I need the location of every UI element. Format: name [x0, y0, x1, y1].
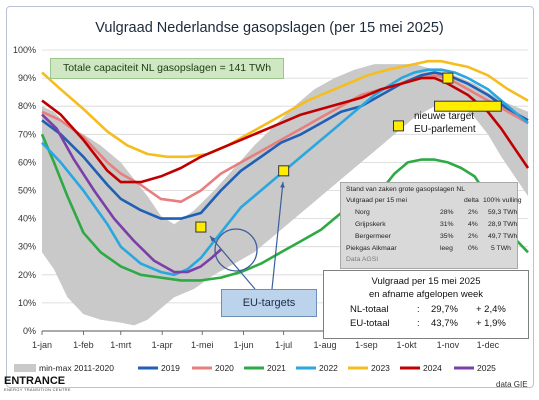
- arrow-to-july-target: [271, 181, 284, 290]
- target-marker: [442, 72, 454, 84]
- new-target-label-line2: EU-parlement: [414, 124, 476, 135]
- table-cell-full: 59,3 TWh: [488, 209, 518, 216]
- y-tick-label: 90%: [18, 73, 36, 83]
- table-cell-delta: 0%: [468, 245, 478, 252]
- summary-line1: Vulgraad per 15 mei 2025: [371, 276, 481, 287]
- arrow-to-may-target: [209, 235, 256, 290]
- target-marker: [195, 221, 207, 233]
- legend-swatch: [14, 364, 36, 372]
- logo-subtext: ENERGY TRANSITION CENTRE: [4, 387, 71, 392]
- legend-label: 2021: [267, 363, 286, 373]
- summary-nl-delta: + 2,4%: [476, 304, 506, 315]
- x-tick-label: 1-aug: [314, 340, 337, 350]
- table-source-text: Data AGSI: [346, 256, 379, 263]
- y-tick-label: 30%: [18, 242, 36, 252]
- table-cell-name: Piekgas Alkmaar: [346, 245, 397, 252]
- new-target-label-line1: nieuwe target: [414, 111, 475, 122]
- legend-label: 2025: [477, 363, 496, 373]
- x-tick-label: 1-nov: [437, 340, 460, 350]
- summary-box: Vulgraad per 15 mei 2025 en afname afgel…: [323, 270, 529, 339]
- table-cell-full: 28,9 TWh: [488, 221, 518, 228]
- x-tick-label: 1-apr: [152, 340, 173, 350]
- legend-label: 2023: [371, 363, 390, 373]
- table-source: Data AGSI: [341, 256, 517, 266]
- table-header-delta: delta: [464, 197, 479, 204]
- table-cell-delta: 4%: [468, 221, 478, 228]
- chart-title: Vulgraad Nederlandse gasopslagen (per 15…: [95, 20, 444, 36]
- y-tick-label: 20%: [18, 270, 36, 280]
- y-tick-label: 70%: [18, 129, 36, 139]
- y-tick-label: 40%: [18, 214, 36, 224]
- x-tick-label: 1-sep: [355, 340, 378, 350]
- table-cell-pct: 31%: [440, 221, 454, 228]
- table-row: Bergermeer 35% 2% 49,7 TWh: [341, 233, 517, 243]
- band-min-max: [42, 64, 528, 326]
- table-cell-pct: 35%: [440, 233, 454, 240]
- summary-nl-value: 29,7%: [431, 304, 458, 315]
- x-tick-label: 1-jan: [32, 340, 52, 350]
- series-line-2024: [41, 76, 530, 184]
- target-marker: [392, 120, 404, 132]
- table-header-row: Vulgraad per 15 mei delta 100% vulling: [341, 197, 522, 207]
- table-cell-pct: 28%: [440, 209, 454, 216]
- storage-table: Stand van zaken grote gasopslagen NL Vul…: [340, 182, 522, 269]
- series-line-2023: [41, 59, 529, 159]
- table-cell-pct: leeg: [440, 245, 453, 252]
- logo-text: ENTRANCE: [4, 375, 66, 387]
- summary-line2: en afname afgelopen week: [368, 289, 484, 300]
- table-cell-delta: 2%: [468, 233, 478, 240]
- x-tick-label: 1-jul: [275, 340, 292, 350]
- x-tick-label: 1-dec: [477, 340, 500, 350]
- new-target-bar: [434, 100, 502, 112]
- entrance-logo: ENTRANCE ENERGY TRANSITION CENTRE: [4, 375, 71, 392]
- series-line-2021: [40, 133, 529, 282]
- summary-eu-value: 43,7%: [431, 318, 458, 329]
- series-line-2025: [41, 113, 222, 274]
- legend-label: 2024: [423, 363, 442, 373]
- summary-nl-colon: :: [417, 304, 420, 315]
- arrow-to-july-target-head: [280, 182, 285, 188]
- x-tick-label: 1-jun: [234, 340, 254, 350]
- x-tick-label: 1-okt: [396, 340, 417, 350]
- table-cell-delta: 2%: [468, 209, 478, 216]
- capacity-note: Totale capaciteit NL gasopslagen = 141 T…: [50, 58, 284, 79]
- table-cell-name: Norg: [355, 209, 370, 216]
- table-row: Norg 28% 2% 59,3 TWh: [341, 209, 517, 219]
- summary-nl-label: NL-totaal: [350, 304, 389, 315]
- table-header-full: 100% vulling: [483, 197, 522, 204]
- summary-eu-label: EU-totaal: [350, 318, 390, 329]
- target-marker: [278, 165, 290, 177]
- x-tick-label: 1-mrt: [110, 340, 131, 350]
- table-cell-name: Bergermeer: [355, 233, 391, 240]
- eu-targets-label: EU-targets: [221, 289, 317, 317]
- source-label: data GIE: [496, 380, 528, 389]
- legend-label: 2020: [215, 363, 234, 373]
- table-cell-full: 5 TWh: [491, 245, 511, 252]
- y-tick-label: 60%: [18, 157, 36, 167]
- new-target-label: nieuwe target EU-parlement: [414, 110, 476, 136]
- arrow-to-may-target-head: [210, 236, 216, 242]
- table-row: Grijpskerk 31% 4% 28,9 TWh: [341, 221, 517, 231]
- legend-label: 2019: [161, 363, 180, 373]
- y-tick-label: 80%: [18, 101, 36, 111]
- summary-eu-colon: :: [417, 318, 420, 329]
- x-tick-label: 1-feb: [73, 340, 94, 350]
- highlight-circle: [214, 228, 258, 272]
- table-cell-name: Grijpskerk: [355, 221, 386, 228]
- y-tick-label: 50%: [18, 186, 36, 196]
- table-row: Piekgas Alkmaar leeg 0% 5 TWh: [341, 245, 517, 255]
- y-tick-label: 100%: [13, 45, 36, 55]
- legend-label: 2022: [319, 363, 338, 373]
- summary-eu-delta: + 1,9%: [476, 318, 506, 329]
- table-header-name: Vulgraad per 15 mei: [346, 197, 407, 204]
- legend-label: min-max 2011-2020: [39, 363, 114, 373]
- table-title: Stand van zaken grote gasopslagen NL: [346, 186, 466, 193]
- x-tick-label: 1-mei: [191, 340, 214, 350]
- y-tick-label: 10%: [18, 298, 36, 308]
- y-tick-label: 0%: [23, 326, 36, 336]
- table-cell-full: 49,7 TWh: [488, 233, 518, 240]
